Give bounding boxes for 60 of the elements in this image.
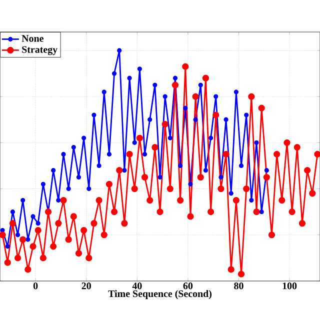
x-axis-title: Time Sequence (Second) bbox=[108, 290, 212, 300]
x-tick-label: 80 bbox=[234, 282, 244, 290]
point bbox=[148, 117, 152, 122]
point bbox=[82, 136, 86, 140]
point bbox=[30, 214, 36, 219]
point bbox=[36, 221, 40, 226]
point bbox=[122, 168, 127, 173]
point bbox=[203, 168, 208, 173]
point bbox=[20, 198, 26, 203]
point bbox=[5, 244, 10, 249]
point bbox=[137, 66, 142, 72]
point bbox=[198, 82, 203, 88]
point bbox=[86, 186, 92, 192]
point bbox=[228, 191, 234, 196]
point bbox=[10, 210, 15, 214]
point bbox=[234, 90, 238, 94]
point bbox=[51, 168, 56, 173]
x-tick-label: 60 bbox=[183, 282, 193, 290]
x-tick-label: 100 bbox=[282, 282, 297, 290]
x-tick-label: 0 bbox=[33, 282, 38, 290]
point bbox=[40, 182, 46, 186]
point bbox=[15, 232, 20, 238]
point bbox=[66, 186, 71, 192]
point bbox=[214, 94, 218, 99]
point bbox=[71, 144, 76, 150]
legend-label: Strategy bbox=[22, 46, 58, 55]
point bbox=[172, 76, 178, 80]
point bbox=[61, 152, 66, 156]
point bbox=[218, 174, 224, 180]
point bbox=[254, 140, 259, 145]
point bbox=[92, 112, 96, 118]
point bbox=[162, 94, 168, 99]
point bbox=[168, 136, 172, 140]
point bbox=[244, 112, 249, 118]
point bbox=[178, 163, 183, 168]
point bbox=[264, 168, 269, 173]
legend-label: None bbox=[22, 35, 44, 42]
point bbox=[132, 140, 137, 145]
point bbox=[249, 198, 254, 203]
point bbox=[56, 198, 61, 203]
point bbox=[96, 163, 102, 168]
point bbox=[238, 163, 244, 168]
point bbox=[193, 117, 198, 122]
point bbox=[183, 106, 188, 110]
point bbox=[106, 152, 112, 156]
point bbox=[112, 71, 117, 76]
point bbox=[158, 174, 162, 180]
point bbox=[208, 136, 214, 140]
point bbox=[26, 237, 30, 242]
point bbox=[117, 48, 122, 53]
point bbox=[102, 90, 106, 94]
point bbox=[188, 182, 193, 186]
point bbox=[142, 152, 148, 156]
x-tick-label: 40 bbox=[132, 282, 142, 290]
point bbox=[127, 76, 132, 80]
x-tick-label: 20 bbox=[82, 282, 91, 290]
point bbox=[76, 174, 82, 180]
point bbox=[224, 117, 228, 122]
point bbox=[259, 210, 264, 214]
point bbox=[152, 82, 158, 88]
